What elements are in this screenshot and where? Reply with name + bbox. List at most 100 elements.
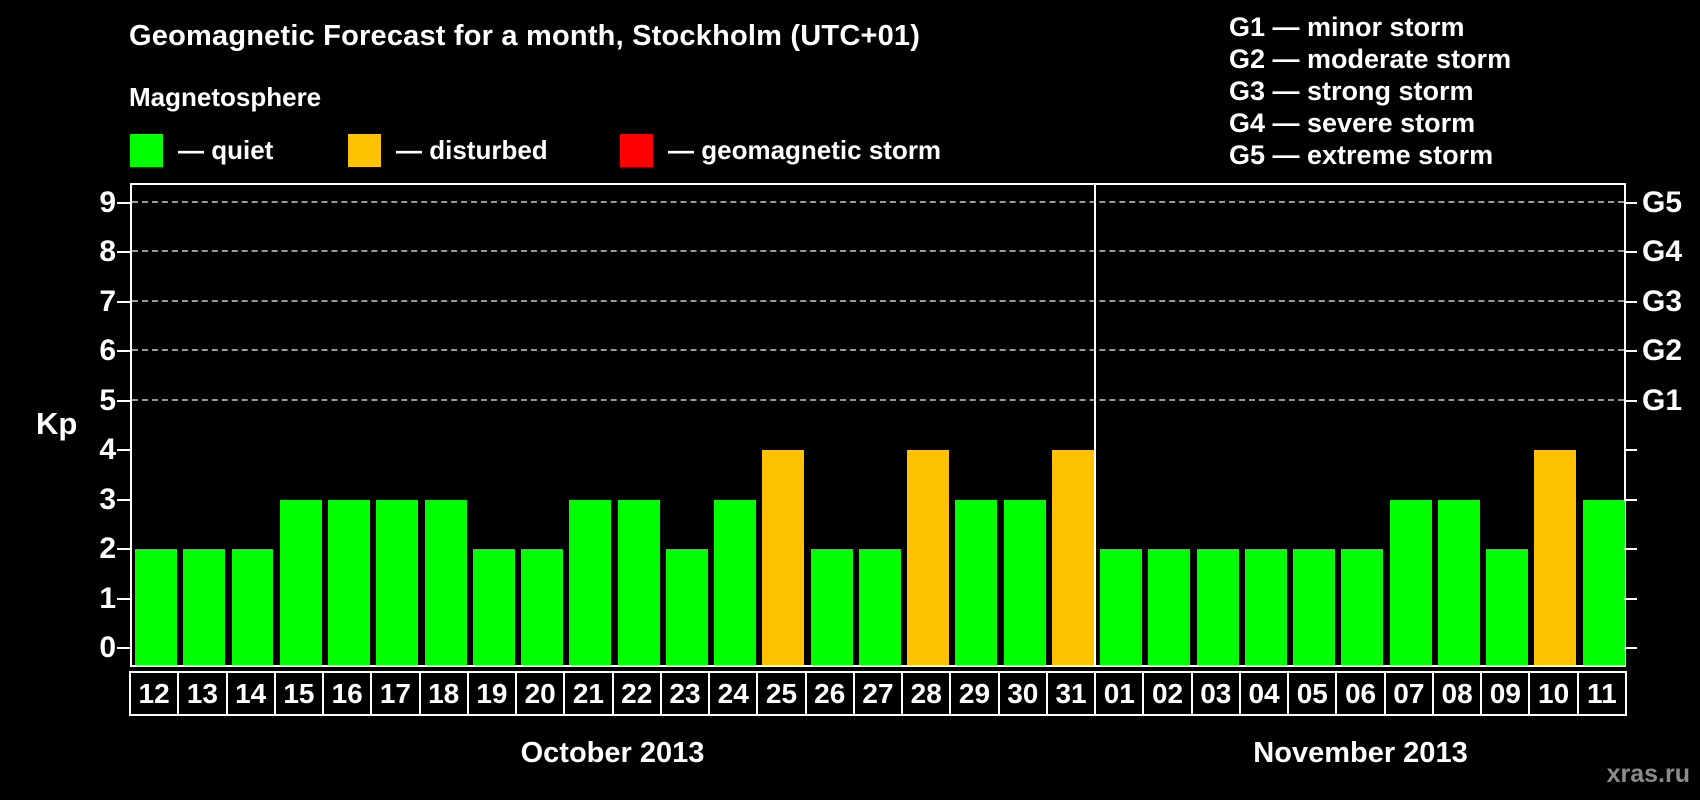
left-tick-1 [117,597,130,600]
left-tick-0 [117,647,130,649]
day-label-02: 02 [1142,671,1193,716]
left-tick-4 [117,449,130,451]
day-label-09: 09 [1480,671,1531,716]
gridline-kp9 [132,200,1624,203]
chart-title: Geomagnetic Forecast for a month, Stockh… [129,20,921,52]
day-label-17: 17 [370,671,421,716]
bar-day-08 [1437,499,1480,665]
bar-day-16 [328,499,370,665]
quiet-swatch [130,134,163,167]
right-tick-0 [1624,647,1637,649]
day-label-06: 06 [1335,671,1386,716]
bar-day-28 [907,450,950,665]
g-scale-legend-line: G1 — minor storm [1229,12,1465,42]
storm-label: — geomagnetic storm [668,135,942,165]
disturbed-label: — disturbed [396,135,548,165]
gridline-kp6 [132,349,1624,351]
left-tick-3 [117,498,130,501]
bar-day-25 [762,450,805,665]
g-scale-legend-line: G5 — extreme storm [1229,140,1494,170]
bar-day-12 [135,549,177,665]
gridline-kp7 [132,299,1624,302]
bar-day-10 [1534,450,1577,665]
bar-day-17 [376,499,419,665]
day-label-08: 08 [1431,671,1483,716]
left-tick-8 [117,251,130,253]
bar-day-24 [714,499,757,665]
y-axis-title: Kp [36,406,78,441]
right-tick-8 [1624,251,1637,253]
right-axis-label-G5: G5 [1642,185,1683,219]
right-tick-5 [1624,399,1637,402]
day-label-20: 20 [515,671,566,716]
left-tick-5 [117,399,130,402]
y-axis-label-1: 1 [99,581,116,615]
y-axis-label-5: 5 [99,383,116,417]
day-label-25: 25 [756,671,807,716]
y-axis-label-3: 3 [99,482,116,516]
day-label-12: 12 [129,671,180,716]
day-label-24: 24 [708,671,759,716]
left-tick-9 [117,201,130,204]
bar-day-05 [1293,549,1336,665]
day-label-22: 22 [611,671,662,716]
bar-day-14 [231,549,274,665]
magnetosphere-label: Magnetosphere [129,82,322,112]
day-label-11: 11 [1576,671,1627,716]
right-axis-label-G3: G3 [1642,284,1683,318]
disturbed-swatch [348,134,381,167]
day-label-19: 19 [466,671,518,716]
bar-day-18 [424,499,467,665]
day-label-01: 01 [1094,671,1145,716]
bar-day-11 [1582,499,1625,665]
month-label-november: November 2013 [1253,737,1468,769]
y-axis-label-0: 0 [99,631,116,664]
bar-day-20 [521,549,564,665]
day-label-16: 16 [322,671,373,716]
bar-day-21 [569,499,612,665]
day-label-31: 31 [1045,671,1097,716]
legend-item-quiet: — quiet [130,134,273,167]
legend-item-storm: — geomagnetic storm [620,134,941,167]
y-axis-label-7: 7 [99,284,116,318]
day-label-13: 13 [177,671,228,716]
right-tick-4 [1624,449,1637,451]
day-label-14: 14 [225,671,276,716]
bar-day-30 [1003,499,1046,665]
right-tick-9 [1624,201,1637,204]
g-scale-legend-line: G3 — strong storm [1229,76,1474,106]
storm-swatch [620,134,653,167]
gridline-kp5 [132,398,1624,401]
day-label-26: 26 [804,671,855,716]
bar-day-06 [1341,549,1384,665]
legend-item-disturbed: — disturbed [348,134,548,167]
y-axis-label-9: 9 [99,185,116,219]
y-axis-label-4: 4 [99,433,116,466]
y-axis-label-2: 2 [99,532,116,565]
day-label-04: 04 [1238,671,1290,716]
day-label-30: 30 [997,671,1048,716]
month-label-october: October 2013 [520,737,705,769]
g-scale-legend: G1 — minor storm G2 — moderate storm G3 — … [1229,11,1511,171]
y-axis-label-8: 8 [99,235,116,268]
right-tick-2 [1624,548,1637,550]
bar-day-03 [1196,549,1239,665]
month-separator [1094,185,1097,665]
right-axis-label-G2: G2 [1642,334,1683,367]
bar-day-13 [183,549,226,665]
bar-day-15 [279,499,322,665]
right-tick-3 [1624,498,1637,501]
day-label-10: 10 [1528,671,1579,716]
day-label-23: 23 [659,671,711,716]
bar-day-09 [1486,549,1529,665]
quiet-label: — quiet [178,135,274,165]
day-label-28: 28 [901,671,952,716]
right-tick-6 [1624,350,1637,352]
day-label-27: 27 [852,671,904,716]
right-tick-1 [1624,597,1637,600]
bar-day-02 [1148,549,1191,665]
bar-day-31 [1051,450,1094,665]
right-tick-7 [1624,300,1637,303]
y-axis-label-6: 6 [99,334,116,367]
